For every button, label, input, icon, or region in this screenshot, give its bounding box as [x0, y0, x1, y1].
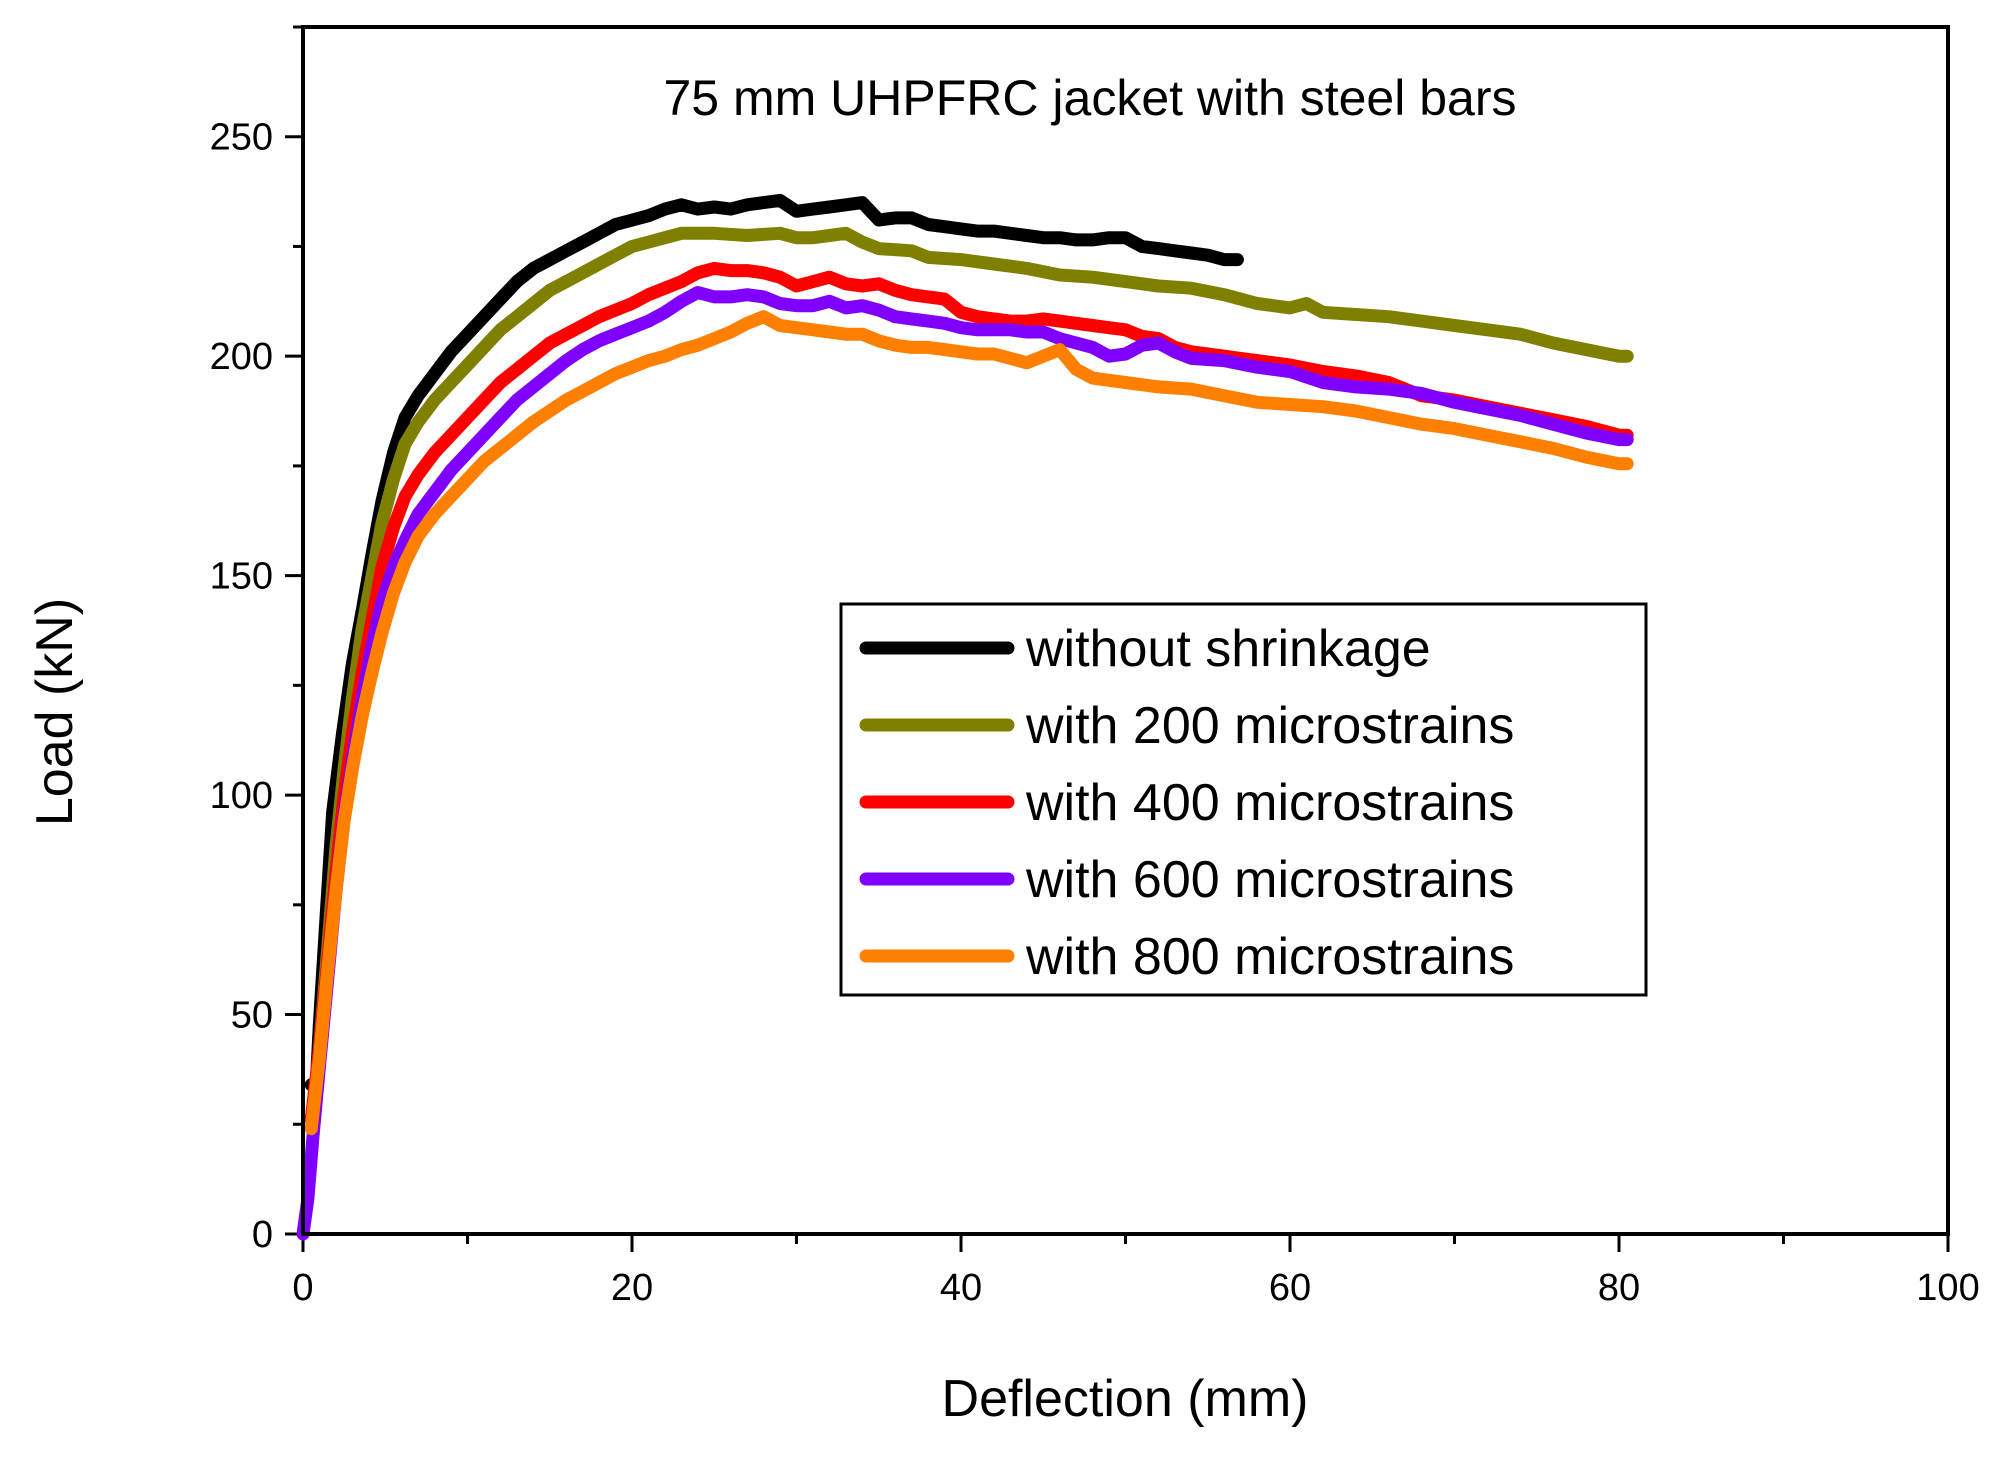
x-tick-label: 80 — [1598, 1267, 1640, 1309]
chart-title: 75 mm UHPFRC jacket with steel bars — [663, 70, 1516, 126]
y-tick-label: 100 — [210, 775, 273, 817]
series-line-2 — [304, 226, 1634, 1127]
x-tick-label: 100 — [1916, 1267, 1979, 1309]
x-axis-label: Deflection (mm) — [942, 1370, 1309, 1428]
series-line-4 — [296, 286, 1634, 1241]
y-tick-label: 250 — [210, 117, 273, 159]
x-tick-label: 60 — [1269, 1267, 1311, 1309]
x-tick-label: 0 — [292, 1267, 313, 1309]
legend-label-2: with 200 microstrains — [1025, 697, 1514, 755]
legend-label-3: with 400 microstrains — [1025, 774, 1514, 832]
series-line-1 — [304, 193, 1244, 1092]
x-tick-label: 20 — [611, 1267, 653, 1309]
plot-frame — [301, 25, 1950, 1236]
y-axis-label: Load (kN) — [26, 598, 84, 826]
series-lines — [296, 193, 1634, 1241]
y-tick-label: 200 — [210, 336, 273, 378]
y-tick-label: 150 — [210, 556, 273, 598]
axis-tick-labels: 0 20 40 60 80 100 0 50 100 150 200 250 — [210, 117, 1980, 1309]
axis-ticks — [285, 25, 1950, 1252]
y-tick-label: 0 — [252, 1214, 273, 1256]
x-tick-label: 40 — [940, 1267, 982, 1309]
y-tick-label: 50 — [231, 995, 273, 1037]
legend-label-5: with 800 microstrains — [1025, 928, 1514, 986]
legend-label-4: with 600 microstrains — [1025, 851, 1514, 909]
legend: without shrinkage with 200 microstrains wi… — [839, 602, 1648, 997]
series-line-5 — [304, 310, 1634, 1136]
legend-label-1: without shrinkage — [1025, 620, 1431, 678]
